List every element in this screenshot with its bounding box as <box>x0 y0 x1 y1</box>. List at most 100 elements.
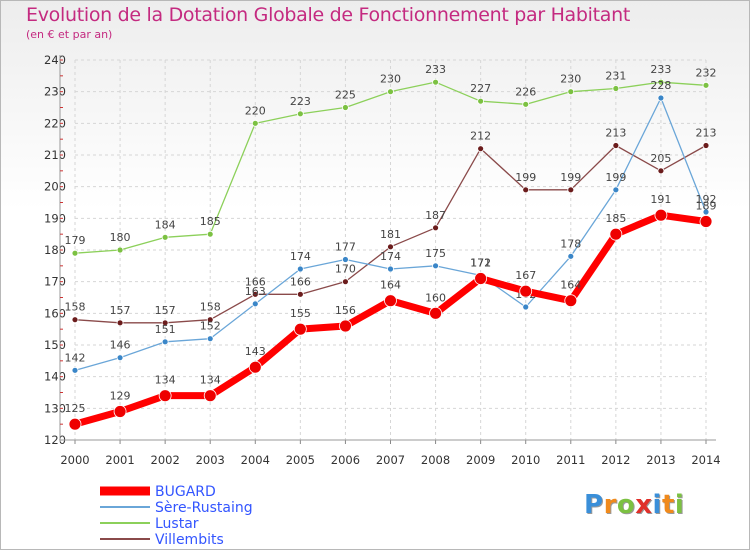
data-point-villembits <box>251 290 259 298</box>
data-label-villembits: 187 <box>425 209 446 222</box>
data-label-bugard: 134 <box>200 374 221 387</box>
data-point-bugard <box>699 215 713 228</box>
data-label-bugard: 164 <box>560 279 581 292</box>
data-point-bugard <box>248 360 262 374</box>
y-tick-label: 230 <box>44 85 66 99</box>
data-label-lustar: 226 <box>515 85 536 98</box>
x-tick-label: 2012 <box>601 453 630 467</box>
data-label-villembits: 158 <box>200 301 221 314</box>
legend-label-lustar: Lustar <box>155 516 199 532</box>
data-label-s-re-rustaing: 174 <box>290 250 311 263</box>
data-label-lustar: 233 <box>650 63 671 76</box>
data-label-s-re-rustaing: 151 <box>155 323 176 336</box>
x-tick-label: 2006 <box>331 453 360 467</box>
data-point-lustar <box>71 249 79 257</box>
data-label-bugard: 125 <box>65 402 86 415</box>
data-point-s-re-rustaing <box>342 256 349 263</box>
data-point-lustar <box>206 230 214 238</box>
data-label-bugard: 171 <box>470 257 491 270</box>
data-point-lustar <box>387 88 394 96</box>
data-label-bugard: 191 <box>650 193 671 206</box>
data-point-s-re-rustaing <box>296 265 304 273</box>
data-label-s-re-rustaing: 152 <box>200 320 221 333</box>
proxiti-logo: Proxiti <box>584 490 684 520</box>
y-tick-label: 200 <box>44 180 66 194</box>
x-tick-label: 2010 <box>511 453 540 467</box>
y-tick-label: 120 <box>44 433 66 447</box>
y-tick-label: 170 <box>44 275 66 289</box>
x-tick-label: 2014 <box>691 453 720 467</box>
data-point-s-re-rustaing <box>702 208 710 216</box>
data-label-villembits: 170 <box>335 263 356 276</box>
data-point-lustar <box>432 78 439 86</box>
data-point-lustar <box>567 88 575 96</box>
data-label-lustar: 185 <box>200 215 221 228</box>
chart-subtitle: (en € et par an) <box>26 28 113 41</box>
y-tick-label: 160 <box>44 306 66 320</box>
y-tick-label: 140 <box>44 370 66 384</box>
data-point-villembits <box>702 142 710 149</box>
data-label-bugard: 185 <box>605 212 626 225</box>
y-tick-label: 180 <box>44 243 66 257</box>
data-point-lustar <box>477 97 485 105</box>
x-tick-label: 2007 <box>376 453 405 467</box>
data-point-villembits <box>612 142 620 149</box>
data-point-bugard <box>384 294 397 308</box>
data-label-lustar: 180 <box>110 231 131 244</box>
y-tick-label: 220 <box>44 116 66 130</box>
data-label-bugard: 189 <box>696 200 717 213</box>
data-point-villembits <box>657 167 665 175</box>
logo-letter: r <box>603 490 617 520</box>
data-label-bugard: 134 <box>155 374 176 387</box>
chart-title: Evolution de la Dotation Globale de Fonc… <box>26 4 631 26</box>
data-point-bugard <box>564 294 578 308</box>
logo-letter: x <box>635 490 653 520</box>
data-point-villembits <box>296 290 304 298</box>
data-label-villembits: 181 <box>380 228 401 241</box>
data-point-bugard <box>429 306 442 320</box>
data-point-villembits <box>116 319 124 327</box>
data-label-lustar: 223 <box>290 95 311 108</box>
data-label-villembits: 205 <box>650 152 671 165</box>
data-label-lustar: 231 <box>605 70 626 83</box>
data-label-lustar: 225 <box>335 89 356 102</box>
data-point-bugard <box>474 272 488 285</box>
data-label-lustar: 230 <box>380 73 401 86</box>
x-tick-label: 2013 <box>646 453 675 467</box>
logo-letter: P <box>584 490 604 520</box>
data-label-villembits: 199 <box>515 171 536 184</box>
x-tick-label: 2004 <box>241 453 270 467</box>
data-label-s-re-rustaing: 174 <box>380 250 401 263</box>
y-tick-label: 240 <box>44 53 66 67</box>
data-label-lustar: 233 <box>425 63 446 76</box>
y-tick-label: 150 <box>44 338 66 352</box>
data-point-villembits <box>342 278 349 286</box>
data-point-bugard <box>293 322 307 336</box>
data-label-lustar: 179 <box>65 234 86 247</box>
data-label-bugard: 129 <box>110 390 131 403</box>
data-point-s-re-rustaing <box>161 338 169 346</box>
data-point-lustar <box>657 78 665 86</box>
data-label-bugard: 164 <box>380 279 401 292</box>
x-tick-label: 2005 <box>286 453 315 467</box>
x-tick-label: 2003 <box>196 453 225 467</box>
data-point-villembits <box>432 224 439 232</box>
data-point-villembits <box>522 186 530 194</box>
data-label-s-re-rustaing: 146 <box>110 339 131 352</box>
data-label-villembits: 166 <box>290 275 311 288</box>
legend-label-villembits: Villembits <box>155 532 224 548</box>
data-label-s-re-rustaing: 175 <box>425 247 446 260</box>
data-point-s-re-rustaing <box>432 262 439 270</box>
data-label-lustar: 220 <box>245 104 266 117</box>
x-tick-label: 2009 <box>466 453 495 467</box>
data-point-villembits <box>71 316 79 324</box>
data-point-s-re-rustaing <box>387 265 394 273</box>
data-label-s-re-rustaing: 163 <box>245 285 266 298</box>
data-label-villembits: 157 <box>155 304 176 317</box>
data-point-villembits <box>161 319 169 327</box>
data-label-bugard: 160 <box>425 291 446 304</box>
data-point-s-re-rustaing <box>612 186 620 194</box>
logo-letter: i <box>652 490 662 520</box>
data-label-villembits: 158 <box>65 301 86 314</box>
